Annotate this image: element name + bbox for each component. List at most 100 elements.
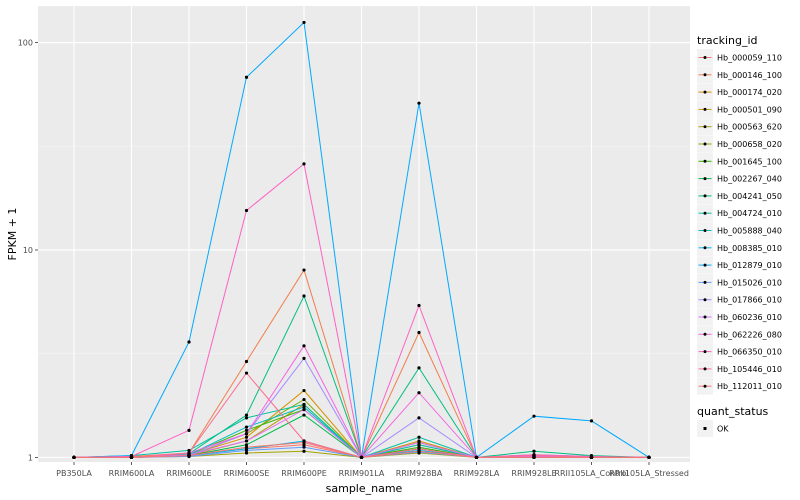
data-point [417,435,421,439]
data-point [417,449,421,453]
data-point [532,449,536,453]
x-tick-label: RRIM600PE [281,469,327,478]
legend-key-point [703,142,707,146]
legend-key-point [703,177,707,181]
legend-key-point [703,263,707,267]
data-point [302,356,306,361]
data-point [474,455,479,459]
legend-label: Hb_008385_010 [717,244,782,253]
legend-label: Hb_105446_010 [717,365,782,374]
legend-key-point [703,332,707,336]
legend-label: Hb_012879_010 [717,261,782,270]
legend-key-point [703,90,707,94]
data-point [302,397,306,402]
legend-label: Hb_000501_090 [717,105,782,114]
data-point [187,340,191,344]
legend-key-point [703,350,707,354]
legend-label: Hb_004241_050 [717,192,782,201]
y-tick-label: 10 [23,246,33,255]
legend-key-point [703,367,707,371]
plot-panel [38,6,690,462]
data-point [302,407,306,412]
x-tick-label: RRIM928LE [511,469,556,478]
data-point [129,455,134,459]
y-tick-label: 1 [28,453,33,462]
data-point [532,455,536,459]
x-tick-label: RRIM600SE [224,469,270,478]
data-point [417,366,421,370]
data-point [417,330,421,335]
legend-key-point [703,229,707,232]
legend-label: Hb_000059_110 [717,54,782,63]
data-point [244,371,249,375]
legend-key-point [703,246,707,250]
x-tick-label: RRII105LA_Stressed [609,469,689,478]
x-tick-label: RRII105LA_Control [554,469,628,478]
data-point [589,455,594,459]
data-point [359,455,364,459]
data-point [187,453,191,458]
x-tick-label: RRIM600LE [166,469,211,478]
data-point [417,443,421,447]
data-point [532,414,536,418]
data-point [302,344,306,348]
legend-label: Hb_112011_010 [717,382,782,391]
data-point [417,447,421,451]
data-point [302,402,306,407]
data-point [302,445,306,449]
legend2-key-point [703,427,707,430]
x-tick-label: PB350LA [56,469,92,478]
legend-key-point [703,107,707,111]
y-axis-title: FPKM + 1 [6,208,19,261]
legend-label: Hb_017866_010 [717,296,782,305]
legend-label: Hb_005888_040 [717,227,782,236]
data-point [244,435,249,439]
data-point [244,75,249,79]
data-point [187,451,191,455]
data-point [302,162,306,166]
x-axis-title: sample_name [326,482,403,495]
legend2-title: quant_status [697,405,769,418]
legend-label: Hb_000174_020 [717,88,782,97]
data-point [244,413,249,417]
legend-label: Hb_015026_010 [717,278,782,287]
data-point [302,413,306,417]
y-axis: 1 10 100 [18,39,38,462]
x-axis: PB350LA RRIM600LA RRIM600LE RRIM600SE RRIM60… [56,462,689,478]
data-point [244,208,249,213]
legend-key-point [703,56,707,59]
data-point [244,443,249,447]
data-point [302,294,306,298]
data-point [244,448,249,453]
data-point [647,455,651,459]
x-tick-label: RRIM928BA [396,469,443,478]
data-point [302,443,306,447]
legend-label: Hb_000658_020 [717,140,782,149]
legend-label: Hb_000563_620 [717,123,782,132]
legend: tracking_id Hb_000059_110 Hb_000146_100 Hb… [697,34,782,395]
data-point [244,416,249,420]
legend-label: Hb_062226_080 [717,330,782,339]
data-point [244,425,249,429]
data-point [187,448,191,453]
data-point [244,432,249,436]
legend-key-point [703,194,707,198]
data-point [589,419,594,423]
legend-key-point [703,280,707,284]
y-tick-label: 100 [18,39,33,48]
legend-key-point [703,125,707,129]
legend-key-point [703,159,707,163]
data-point [244,428,249,432]
data-point [302,388,306,393]
legend-key-point [703,211,707,215]
data-point [302,449,306,453]
legend-label: Hb_002267_040 [717,175,782,184]
data-point [417,440,421,445]
legend-key-point [703,384,707,388]
data-points [72,20,651,459]
data-point [417,303,421,308]
legend2-label: OK [717,425,729,434]
legend-label: Hb_001645_100 [717,157,782,166]
data-point [302,268,306,272]
